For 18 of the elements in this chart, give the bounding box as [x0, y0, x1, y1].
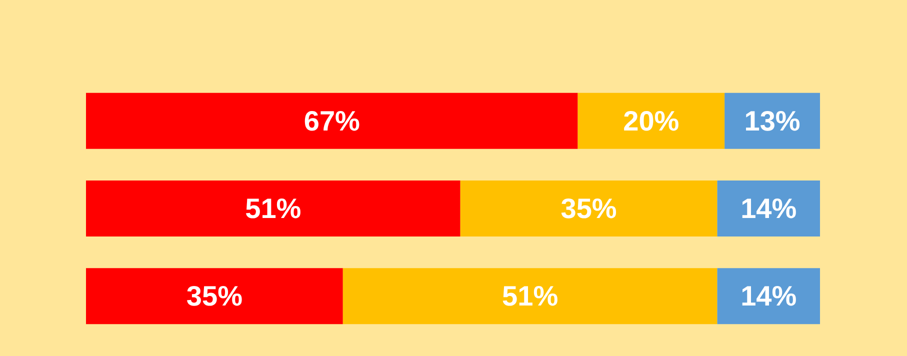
data-label: 20%: [623, 105, 680, 136]
data-label: 14%: [740, 193, 797, 224]
data-label: 51%: [502, 280, 558, 312]
data-label: 35%: [186, 280, 243, 312]
bar: [717, 180, 820, 236]
data-label: 35%: [560, 193, 617, 224]
data-label: 51%: [245, 193, 302, 224]
bar: [86, 268, 343, 324]
bar: [578, 92, 725, 149]
bar: [342, 268, 718, 324]
bar: [86, 180, 460, 236]
bar: [724, 92, 820, 149]
bar: [460, 180, 718, 236]
data-label: 67%: [304, 105, 360, 136]
bar: [86, 92, 578, 149]
data-label: 13%: [744, 105, 800, 136]
bar: [717, 268, 820, 324]
data-label: 14%: [740, 280, 797, 312]
